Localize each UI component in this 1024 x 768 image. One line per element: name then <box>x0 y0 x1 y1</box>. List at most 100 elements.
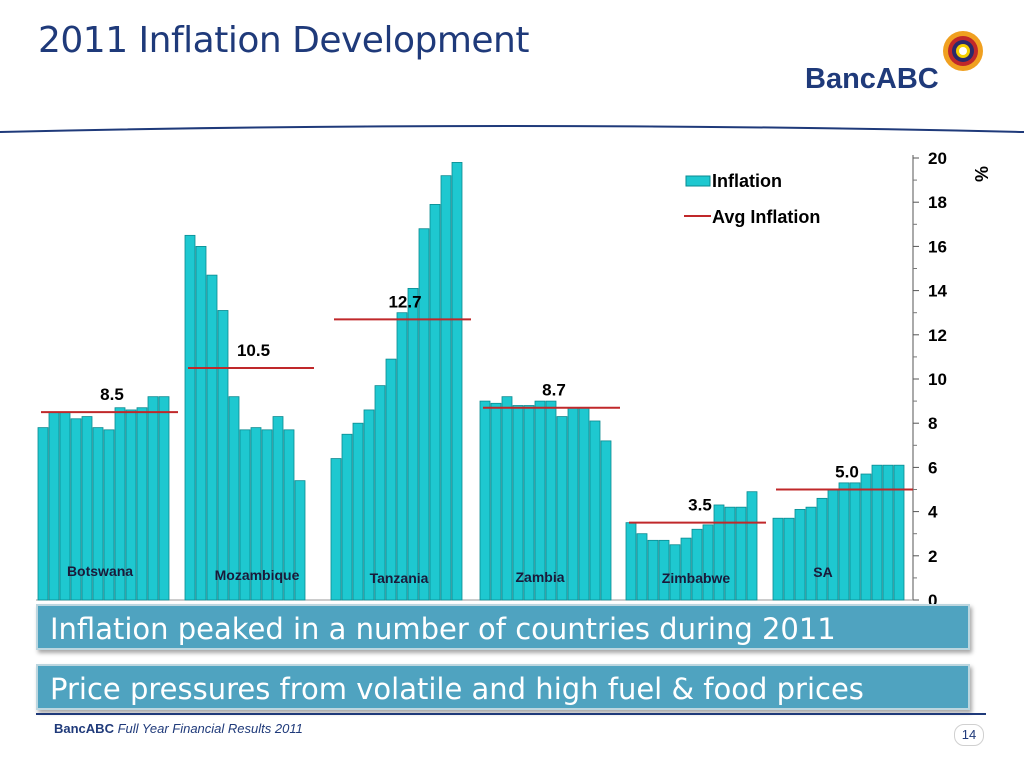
bar-zambia-6 <box>534 400 546 601</box>
bar-zimbabwe-1 <box>625 522 637 601</box>
bar-tanzania-10 <box>429 204 441 601</box>
bar-botswana-4 <box>70 418 82 601</box>
group-label-zimbabwe: Zimbabwe <box>662 570 731 586</box>
y-axis-unit-label: % <box>971 166 991 182</box>
y-tick-label: 4 <box>928 503 938 522</box>
bar-botswana-6 <box>92 427 104 601</box>
legend-inflation-swatch <box>685 175 711 187</box>
bar-sa-4 <box>805 506 817 601</box>
group-label-botswana: Botswana <box>67 563 133 579</box>
bar-tanzania-7 <box>396 312 408 601</box>
bar-tanzania-11 <box>440 175 452 601</box>
bar-zimbabwe-11 <box>735 506 747 601</box>
bar-zambia-12 <box>600 440 612 601</box>
bar-zimbabwe-7 <box>691 528 703 601</box>
bar-zambia-11 <box>589 420 601 601</box>
bar-tanzania-3 <box>352 422 364 601</box>
bar-tanzania-9 <box>418 228 430 601</box>
bar-botswana-2 <box>48 411 60 601</box>
bar-botswana-1 <box>37 427 49 601</box>
bar-zambia-1 <box>479 400 491 601</box>
group-label-mozambique: Mozambique <box>215 567 300 583</box>
bar-sa-7 <box>838 482 850 601</box>
bar-botswana-8 <box>114 407 126 601</box>
bar-mozambique-3 <box>206 274 218 601</box>
bar-mozambique-9 <box>272 416 284 601</box>
bar-sa-10 <box>871 464 883 601</box>
avg-label-mozambique: 10.5 <box>237 341 270 360</box>
bar-zambia-5 <box>523 405 535 601</box>
bar-zimbabwe-12 <box>746 491 758 601</box>
legend: Inflation Avg Inflation <box>684 171 820 227</box>
y-tick-label: 16 <box>928 237 947 256</box>
bar-zambia-2 <box>490 402 502 601</box>
bar-tanzania-8 <box>407 287 419 601</box>
bar-sa-5 <box>816 497 828 601</box>
bar-zimbabwe-10 <box>724 506 736 601</box>
bar-tanzania-2 <box>341 433 353 601</box>
legend-inflation-label: Inflation <box>712 171 782 191</box>
bar-mozambique-10 <box>283 429 295 601</box>
bar-tanzania-6 <box>385 358 397 601</box>
bar-mozambique-6 <box>239 429 251 601</box>
bar-sa-9 <box>860 473 872 601</box>
bar-mozambique-1 <box>184 234 196 601</box>
avg-label-sa: 5.0 <box>835 463 859 482</box>
avg-label-zambia: 8.7 <box>542 381 566 400</box>
bar-tanzania-4 <box>363 409 375 601</box>
key-message-banner-1: Inflation peaked in a number of countrie… <box>36 604 970 650</box>
y-tick-label: 2 <box>928 547 937 566</box>
bar-zimbabwe-4 <box>658 539 670 601</box>
bar-tanzania-5 <box>374 385 386 601</box>
bar-botswana-10 <box>136 407 148 601</box>
bar-zimbabwe-3 <box>647 539 659 601</box>
bar-botswana-9 <box>125 409 137 601</box>
bar-zambia-3 <box>501 396 513 601</box>
bar-sa-1 <box>772 517 784 601</box>
bar-mozambique-11 <box>294 480 306 601</box>
bar-sa-8 <box>849 482 861 601</box>
bar-zambia-10 <box>578 407 590 601</box>
bar-sa-12 <box>893 464 905 601</box>
avg-label-tanzania: 12.7 <box>388 292 421 311</box>
bar-mozambique-4 <box>217 310 229 601</box>
y-tick-label: 10 <box>928 370 947 389</box>
y-tick-label: 18 <box>928 193 947 212</box>
y-tick-label: 12 <box>928 326 947 345</box>
bar-sa-11 <box>882 464 894 601</box>
bancabc-logo-icon <box>943 31 983 71</box>
bar-sa-6 <box>827 489 839 601</box>
footer-divider <box>36 713 986 715</box>
inflation-chart: 0 2 4 6 8 10 12 14 16 18 20 8.5 Botswana 10.5 Mozambi… <box>36 149 991 610</box>
bar-zambia-4 <box>512 405 524 601</box>
page-number: 14 <box>954 724 984 746</box>
bar-zambia-8 <box>556 416 568 601</box>
bar-botswana-11 <box>147 396 159 601</box>
bar-zambia-9 <box>567 407 579 601</box>
bar-zambia-7 <box>545 400 557 601</box>
avg-label-zimbabwe: 3.5 <box>688 496 712 515</box>
y-tick-label: 14 <box>928 282 947 301</box>
footer: BancABC Full Year Financial Results 2011 <box>54 721 303 736</box>
bancabc-logo-text: BancABC <box>805 63 939 95</box>
bar-mozambique-5 <box>228 396 240 601</box>
group-label-zambia: Zambia <box>515 569 564 585</box>
footer-brand: BancABC <box>54 721 114 736</box>
bar-zimbabwe-2 <box>636 533 648 601</box>
avg-label-botswana: 8.5 <box>100 385 124 404</box>
group-label-sa: SA <box>813 564 832 580</box>
y-tick-label: 8 <box>928 414 937 433</box>
bar-botswana-5 <box>81 416 93 601</box>
bar-zimbabwe-8 <box>702 524 714 601</box>
group-label-tanzania: Tanzania <box>370 570 429 586</box>
bar-mozambique-7 <box>250 427 262 601</box>
title-divider <box>0 125 1024 133</box>
y-tick-label: 20 <box>928 149 947 168</box>
bar-botswana-7 <box>103 429 115 601</box>
bar-sa-3 <box>794 508 806 601</box>
footer-text: Full Year Financial Results 2011 <box>117 721 303 736</box>
bar-tanzania-12 <box>451 162 463 601</box>
bar-zimbabwe-6 <box>680 537 692 601</box>
bar-tanzania-1 <box>330 458 342 601</box>
bar-mozambique-8 <box>261 429 273 601</box>
